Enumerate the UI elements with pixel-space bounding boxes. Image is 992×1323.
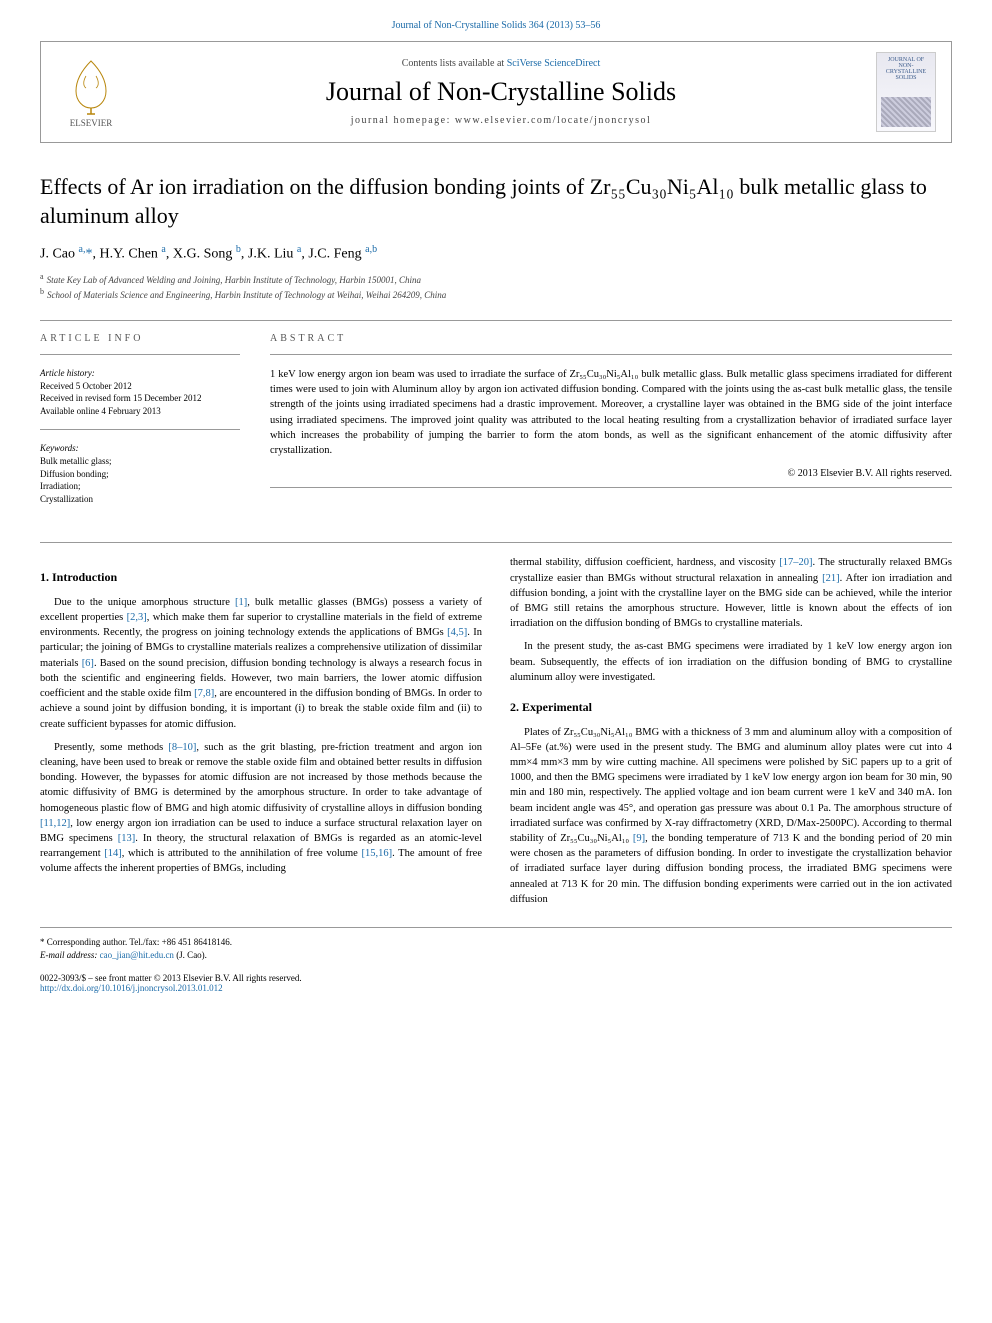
affiliations: aState Key Lab of Advanced Welding and J…: [40, 271, 952, 302]
homepage-line: journal homepage: www.elsevier.com/locat…: [141, 115, 861, 126]
history-label: Article history:: [40, 367, 240, 380]
top-citation[interactable]: Journal of Non-Crystalline Solids 364 (2…: [40, 20, 952, 31]
experimental-heading: 2. Experimental: [510, 699, 952, 716]
body-paragraph: Plates of Zr₅₅Cu₃₀Ni₅Al₁₀ BMG with a thi…: [510, 725, 952, 908]
journal-header: ELSEVIER Contents lists available at Sci…: [40, 41, 952, 143]
ref-link[interactable]: [8–10]: [168, 742, 196, 753]
keyword: Crystallization: [40, 493, 240, 506]
corresponding-author: * Corresponding author. Tel./fax: +86 45…: [40, 936, 952, 949]
body-paragraph: Presently, some methods [8–10], such as …: [40, 740, 482, 877]
info-abstract-row: ARTICLE INFO Article history: Received 5…: [40, 333, 952, 517]
article-title: Effects of Ar ion irradiation on the dif…: [40, 173, 952, 230]
abstract-heading: ABSTRACT: [270, 333, 952, 344]
body-paragraph: thermal stability, diffusion coefficient…: [510, 555, 952, 631]
divider: [40, 354, 240, 355]
footer: * Corresponding author. Tel./fax: +86 45…: [40, 927, 952, 993]
revised-date: Received in revised form 15 December 201…: [40, 392, 240, 405]
ref-link[interactable]: [15,16]: [361, 848, 392, 859]
cover-title: JOURNAL OF NON-CRYSTALLINE SOLIDS: [881, 57, 931, 81]
tree-icon: [61, 56, 121, 116]
email-link[interactable]: cao_jian@hit.edu.cn: [100, 950, 174, 960]
ref-link[interactable]: [11,12]: [40, 818, 70, 829]
doi-link[interactable]: http://dx.doi.org/10.1016/j.jnoncrysol.2…: [40, 983, 302, 993]
article-info-column: ARTICLE INFO Article history: Received 5…: [40, 333, 240, 517]
header-center: Contents lists available at SciVerse Sci…: [141, 58, 861, 126]
keyword: Irradiation;: [40, 480, 240, 493]
body-columns: 1. Introduction Due to the unique amorpho…: [40, 555, 952, 907]
journal-cover-thumb: JOURNAL OF NON-CRYSTALLINE SOLIDS: [876, 52, 936, 132]
journal-name: Journal of Non-Crystalline Solids: [141, 77, 861, 107]
ref-link[interactable]: [9]: [633, 833, 645, 844]
cover-art-icon: [881, 97, 931, 127]
received-date: Received 5 October 2012: [40, 380, 240, 393]
affiliation-line: bSchool of Materials Science and Enginee…: [40, 286, 952, 302]
footer-bottom: 0022-3093/$ – see front matter © 2013 El…: [40, 973, 952, 993]
elsevier-text: ELSEVIER: [70, 118, 113, 128]
divider: [270, 487, 952, 488]
intro-heading: 1. Introduction: [40, 569, 482, 586]
body-paragraph: Due to the unique amorphous structure [1…: [40, 595, 482, 732]
footer-left: 0022-3093/$ – see front matter © 2013 El…: [40, 973, 302, 993]
ref-link[interactable]: [6]: [82, 658, 94, 669]
online-date: Available online 4 February 2013: [40, 405, 240, 418]
abstract-text: 1 keV low energy argon ion beam was used…: [270, 367, 952, 458]
sciencedirect-link[interactable]: SciVerse ScienceDirect: [507, 58, 601, 69]
authors-list: J. Cao a,*, H.Y. Chen a, X.G. Song b, J.…: [40, 244, 952, 263]
divider: [270, 354, 952, 355]
article-history: Article history: Received 5 October 2012…: [40, 367, 240, 417]
divider: [40, 542, 952, 543]
email-suffix: (J. Cao).: [174, 950, 207, 960]
keyword: Diffusion bonding;: [40, 468, 240, 481]
ref-link[interactable]: [13]: [118, 833, 136, 844]
keyword: Bulk metallic glass;: [40, 455, 240, 468]
ref-link[interactable]: [17–20]: [779, 557, 812, 568]
ref-link[interactable]: [2,3]: [127, 612, 147, 623]
elsevier-logo: ELSEVIER: [56, 52, 126, 132]
contents-line: Contents lists available at SciVerse Sci…: [141, 58, 861, 69]
contents-prefix: Contents lists available at: [402, 58, 507, 69]
issn-line: 0022-3093/$ – see front matter © 2013 El…: [40, 973, 302, 983]
divider: [40, 320, 952, 321]
ref-link[interactable]: [14]: [104, 848, 122, 859]
ref-link[interactable]: [1]: [235, 597, 247, 608]
keywords-label: Keywords:: [40, 442, 240, 455]
article-info-heading: ARTICLE INFO: [40, 333, 240, 344]
ref-link[interactable]: [4,5]: [447, 627, 467, 638]
email-line: E-mail address: cao_jian@hit.edu.cn (J. …: [40, 949, 952, 962]
email-label: E-mail address:: [40, 950, 100, 960]
body-paragraph: In the present study, the as-cast BMG sp…: [510, 639, 952, 685]
ref-link[interactable]: [7,8]: [194, 688, 214, 699]
ref-link[interactable]: [21]: [822, 573, 840, 584]
affiliation-line: aState Key Lab of Advanced Welding and J…: [40, 271, 952, 287]
abstract-copyright: © 2013 Elsevier B.V. All rights reserved…: [270, 468, 952, 479]
keywords-block: Keywords: Bulk metallic glass;Diffusion …: [40, 442, 240, 505]
divider: [40, 429, 240, 430]
abstract-column: ABSTRACT 1 keV low energy argon ion beam…: [270, 333, 952, 517]
